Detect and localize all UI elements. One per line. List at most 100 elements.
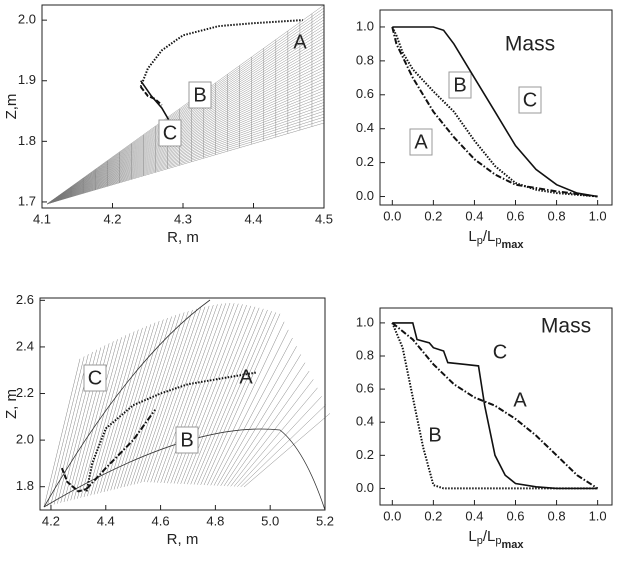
mesh-line bbox=[100, 324, 152, 493]
x-tick-label: 0.6 bbox=[506, 208, 524, 223]
y-tick-label: 0.4 bbox=[356, 414, 374, 429]
mesh-line bbox=[230, 379, 314, 487]
y-tick-label: 0.2 bbox=[356, 447, 374, 462]
series-label: A bbox=[513, 389, 527, 411]
x-axis-label-part: /L bbox=[483, 528, 496, 545]
y-tick-label: 0.8 bbox=[356, 52, 374, 67]
mesh-line bbox=[237, 396, 322, 487]
y-tick-label: 1.9 bbox=[18, 72, 36, 87]
series-line bbox=[391, 26, 598, 198]
series-line bbox=[391, 322, 599, 490]
mesh-line bbox=[46, 69, 325, 205]
label-box bbox=[175, 426, 199, 454]
mesh-line bbox=[46, 43, 325, 205]
mesh-line bbox=[46, 75, 325, 205]
y-tick-label: 1.0 bbox=[356, 314, 374, 329]
mesh-line bbox=[233, 387, 318, 487]
mesh-line bbox=[217, 346, 297, 486]
series-label: C bbox=[163, 122, 177, 144]
y-tick-label: 1.0 bbox=[356, 18, 374, 33]
x-axis-label-part: max bbox=[502, 239, 525, 251]
x-axis-label-part: p bbox=[477, 535, 483, 547]
mesh-line bbox=[46, 81, 325, 205]
mesh-line bbox=[46, 63, 325, 205]
x-tick-label: 4.4 bbox=[97, 513, 115, 528]
x-tick-label: 4.6 bbox=[152, 513, 170, 528]
mesh-line bbox=[46, 37, 325, 205]
mesh-line bbox=[107, 321, 160, 492]
mesh-line bbox=[46, 54, 325, 205]
label-box bbox=[448, 71, 472, 99]
mesh-line bbox=[150, 304, 214, 483]
y-axis-label: Z,m bbox=[3, 94, 20, 120]
mesh-line bbox=[50, 354, 89, 506]
x-tick-label: 0.8 bbox=[548, 208, 566, 223]
x-axis-label-part: L bbox=[468, 528, 476, 545]
mesh-line bbox=[130, 311, 189, 486]
mesh-line bbox=[46, 108, 325, 205]
mesh-line bbox=[147, 305, 210, 483]
mesh-line bbox=[46, 60, 325, 205]
series-line bbox=[391, 322, 598, 490]
mesh-line bbox=[80, 335, 127, 498]
x-axis-label-part: L bbox=[468, 228, 476, 245]
label-box bbox=[188, 81, 212, 109]
mesh-line bbox=[143, 306, 206, 483]
series-line bbox=[85, 409, 156, 490]
mesh-line bbox=[46, 46, 325, 205]
x-axis-label: Lp/Lpmax bbox=[468, 528, 524, 551]
mesh-line bbox=[46, 99, 325, 205]
mesh-line bbox=[46, 22, 325, 205]
mesh-line bbox=[203, 313, 281, 486]
y-tick-label: 1.7 bbox=[18, 193, 36, 208]
mesh-line bbox=[46, 40, 325, 205]
mesh-line bbox=[177, 304, 247, 484]
mesh-line bbox=[227, 370, 310, 487]
label-box bbox=[83, 364, 107, 392]
mesh-line bbox=[46, 4, 325, 205]
y-tick-label: 2.4 bbox=[16, 338, 34, 353]
x-tick-label: 0.2 bbox=[424, 508, 442, 523]
series-label: B bbox=[180, 429, 193, 451]
series-line bbox=[85, 371, 257, 492]
mesh-line bbox=[120, 315, 177, 488]
mesh-line bbox=[46, 57, 325, 205]
y-tick-label: 2.2 bbox=[16, 385, 34, 400]
mesh-line bbox=[137, 308, 197, 484]
y-tick-label: 2.6 bbox=[16, 292, 34, 307]
mesh-line bbox=[46, 19, 325, 205]
x-tick-label: 4.5 bbox=[315, 211, 333, 226]
y-axis-label: Z, m bbox=[3, 389, 20, 419]
mesh-line bbox=[133, 309, 193, 485]
mesh-line bbox=[190, 308, 264, 485]
x-tick-label: 0.4 bbox=[465, 208, 483, 223]
mesh-line bbox=[207, 321, 285, 486]
series-label: A bbox=[293, 31, 307, 53]
mesh-line bbox=[46, 28, 325, 205]
y-tick-label: 0.2 bbox=[356, 154, 374, 169]
y-tick-label: 2.0 bbox=[16, 432, 34, 447]
mesh-line bbox=[46, 16, 325, 205]
mesh-line bbox=[117, 316, 172, 489]
x-tick-label: 5.0 bbox=[261, 513, 279, 528]
x-axis-label: R, m bbox=[167, 531, 199, 548]
plot-frame bbox=[39, 297, 326, 511]
mesh-line bbox=[97, 326, 147, 494]
mesh-line bbox=[46, 116, 325, 205]
x-tick-label: 0.8 bbox=[548, 508, 566, 523]
mesh-line bbox=[46, 52, 325, 205]
mesh-line bbox=[46, 66, 325, 205]
x-axis-label-part: p bbox=[477, 235, 483, 247]
mesh-line bbox=[90, 329, 139, 496]
mesh-line bbox=[200, 312, 277, 485]
mesh-boundary bbox=[43, 299, 326, 511]
mesh-line bbox=[197, 311, 272, 485]
label-box bbox=[409, 128, 433, 156]
mesh-line bbox=[73, 339, 118, 500]
mesh-line bbox=[163, 302, 231, 484]
mesh-line bbox=[160, 303, 227, 483]
mesh-line bbox=[46, 102, 325, 205]
series-label: C bbox=[493, 341, 507, 363]
series-line bbox=[140, 80, 170, 121]
mesh-line bbox=[46, 13, 325, 205]
